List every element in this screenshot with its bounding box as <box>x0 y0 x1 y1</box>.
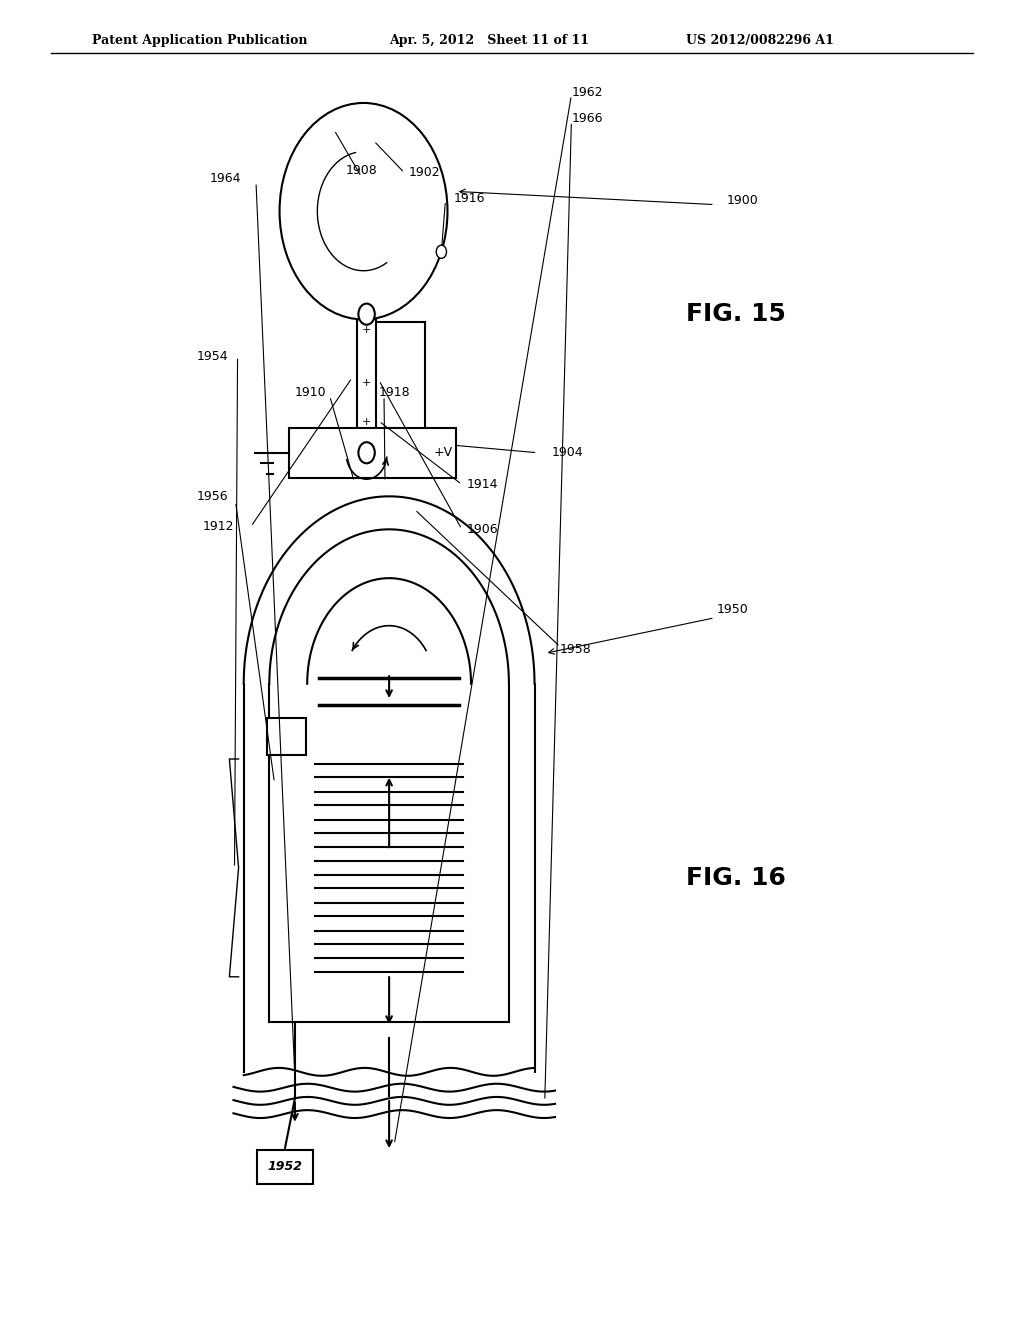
Text: 1914: 1914 <box>467 478 498 491</box>
Text: 1958: 1958 <box>560 643 592 656</box>
Text: 1966: 1966 <box>571 112 603 125</box>
Text: 1906: 1906 <box>467 523 498 536</box>
Bar <box>256 1150 313 1184</box>
Circle shape <box>436 246 446 259</box>
Text: 1954: 1954 <box>197 350 228 363</box>
Text: +: + <box>361 378 372 388</box>
Circle shape <box>358 442 375 463</box>
Text: 1908: 1908 <box>345 164 378 177</box>
Text: 1912: 1912 <box>203 520 233 533</box>
Text: 1962: 1962 <box>571 86 603 99</box>
Text: FIG. 15: FIG. 15 <box>686 302 786 326</box>
Text: 1904: 1904 <box>552 446 583 459</box>
Text: 1918: 1918 <box>379 385 410 399</box>
Text: US 2012/0082296 A1: US 2012/0082296 A1 <box>686 34 834 48</box>
Circle shape <box>358 304 375 325</box>
Text: Apr. 5, 2012   Sheet 11 of 11: Apr. 5, 2012 Sheet 11 of 11 <box>389 34 589 48</box>
Bar <box>357 319 376 449</box>
Text: 1916: 1916 <box>454 191 484 205</box>
Text: 1952: 1952 <box>267 1160 302 1173</box>
Text: 1900: 1900 <box>727 194 759 207</box>
Text: FIG. 16: FIG. 16 <box>686 866 786 890</box>
Text: +V: +V <box>433 446 453 459</box>
Text: 1950: 1950 <box>717 603 749 616</box>
Bar <box>289 428 456 478</box>
Text: 1910: 1910 <box>295 385 326 399</box>
Text: +: + <box>361 417 372 428</box>
Text: Patent Application Publication: Patent Application Publication <box>92 34 307 48</box>
Text: 1956: 1956 <box>197 490 228 503</box>
Text: +: + <box>361 325 372 335</box>
Circle shape <box>280 103 447 319</box>
Text: 1964: 1964 <box>210 172 242 185</box>
Bar <box>267 718 306 755</box>
Text: 1902: 1902 <box>410 166 440 180</box>
